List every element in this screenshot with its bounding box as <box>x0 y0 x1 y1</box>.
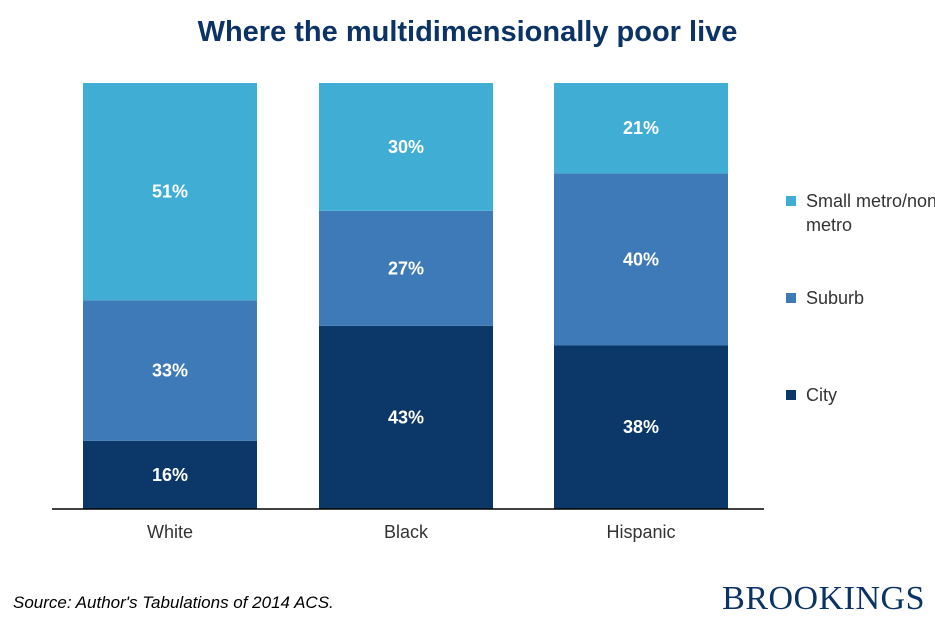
legend-swatch <box>786 196 796 206</box>
legend-label: Suburb <box>806 288 865 308</box>
bar-black-city <box>319 325 493 509</box>
bar-black-small-metro-non-metro <box>319 83 493 211</box>
data-label-hispanic-city: 38% <box>623 417 659 437</box>
data-label-black-city: 43% <box>388 407 424 427</box>
bar-white-suburb <box>83 300 257 441</box>
source-note: Source: Author's Tabulations of 2014 ACS… <box>13 593 334 612</box>
data-label-white-suburb: 33% <box>152 361 188 381</box>
bar-hispanic-suburb <box>554 173 728 346</box>
data-label-hispanic-small-metro-non-metro: 21% <box>623 118 659 138</box>
bars-group: 16% 33% 51% 43% 27% 30% 38% 40% 21% <box>83 83 728 509</box>
bar-white-city <box>83 440 257 509</box>
bar-white-small-metro-non-metro <box>83 83 257 301</box>
legend-swatch <box>786 390 796 400</box>
legend-label: Small metro/non metro <box>806 191 935 235</box>
data-label-white-small-metro-non-metro: 51% <box>152 182 188 202</box>
x-tick-labels: White Black Hispanic <box>147 522 676 542</box>
legend-label: City <box>806 385 837 405</box>
data-label-hispanic-suburb: 40% <box>623 249 659 269</box>
bar-hispanic-city <box>554 345 728 509</box>
x-tick-label-hispanic: Hispanic <box>606 522 675 542</box>
brookings-logo: BROOKINGS <box>722 580 925 617</box>
data-label-black-small-metro-non-metro: 30% <box>388 137 424 157</box>
chart-title: Where the multidimensionally poor live <box>197 16 738 48</box>
x-tick-label-white: White <box>147 522 193 542</box>
legend-swatch <box>786 293 796 303</box>
data-label-black-suburb: 27% <box>388 258 424 278</box>
x-tick-label-black: Black <box>384 522 429 542</box>
data-label-white-city: 16% <box>152 465 188 485</box>
bar-hispanic-small-metro-non-metro <box>554 83 728 174</box>
bar-black-suburb <box>319 210 493 326</box>
